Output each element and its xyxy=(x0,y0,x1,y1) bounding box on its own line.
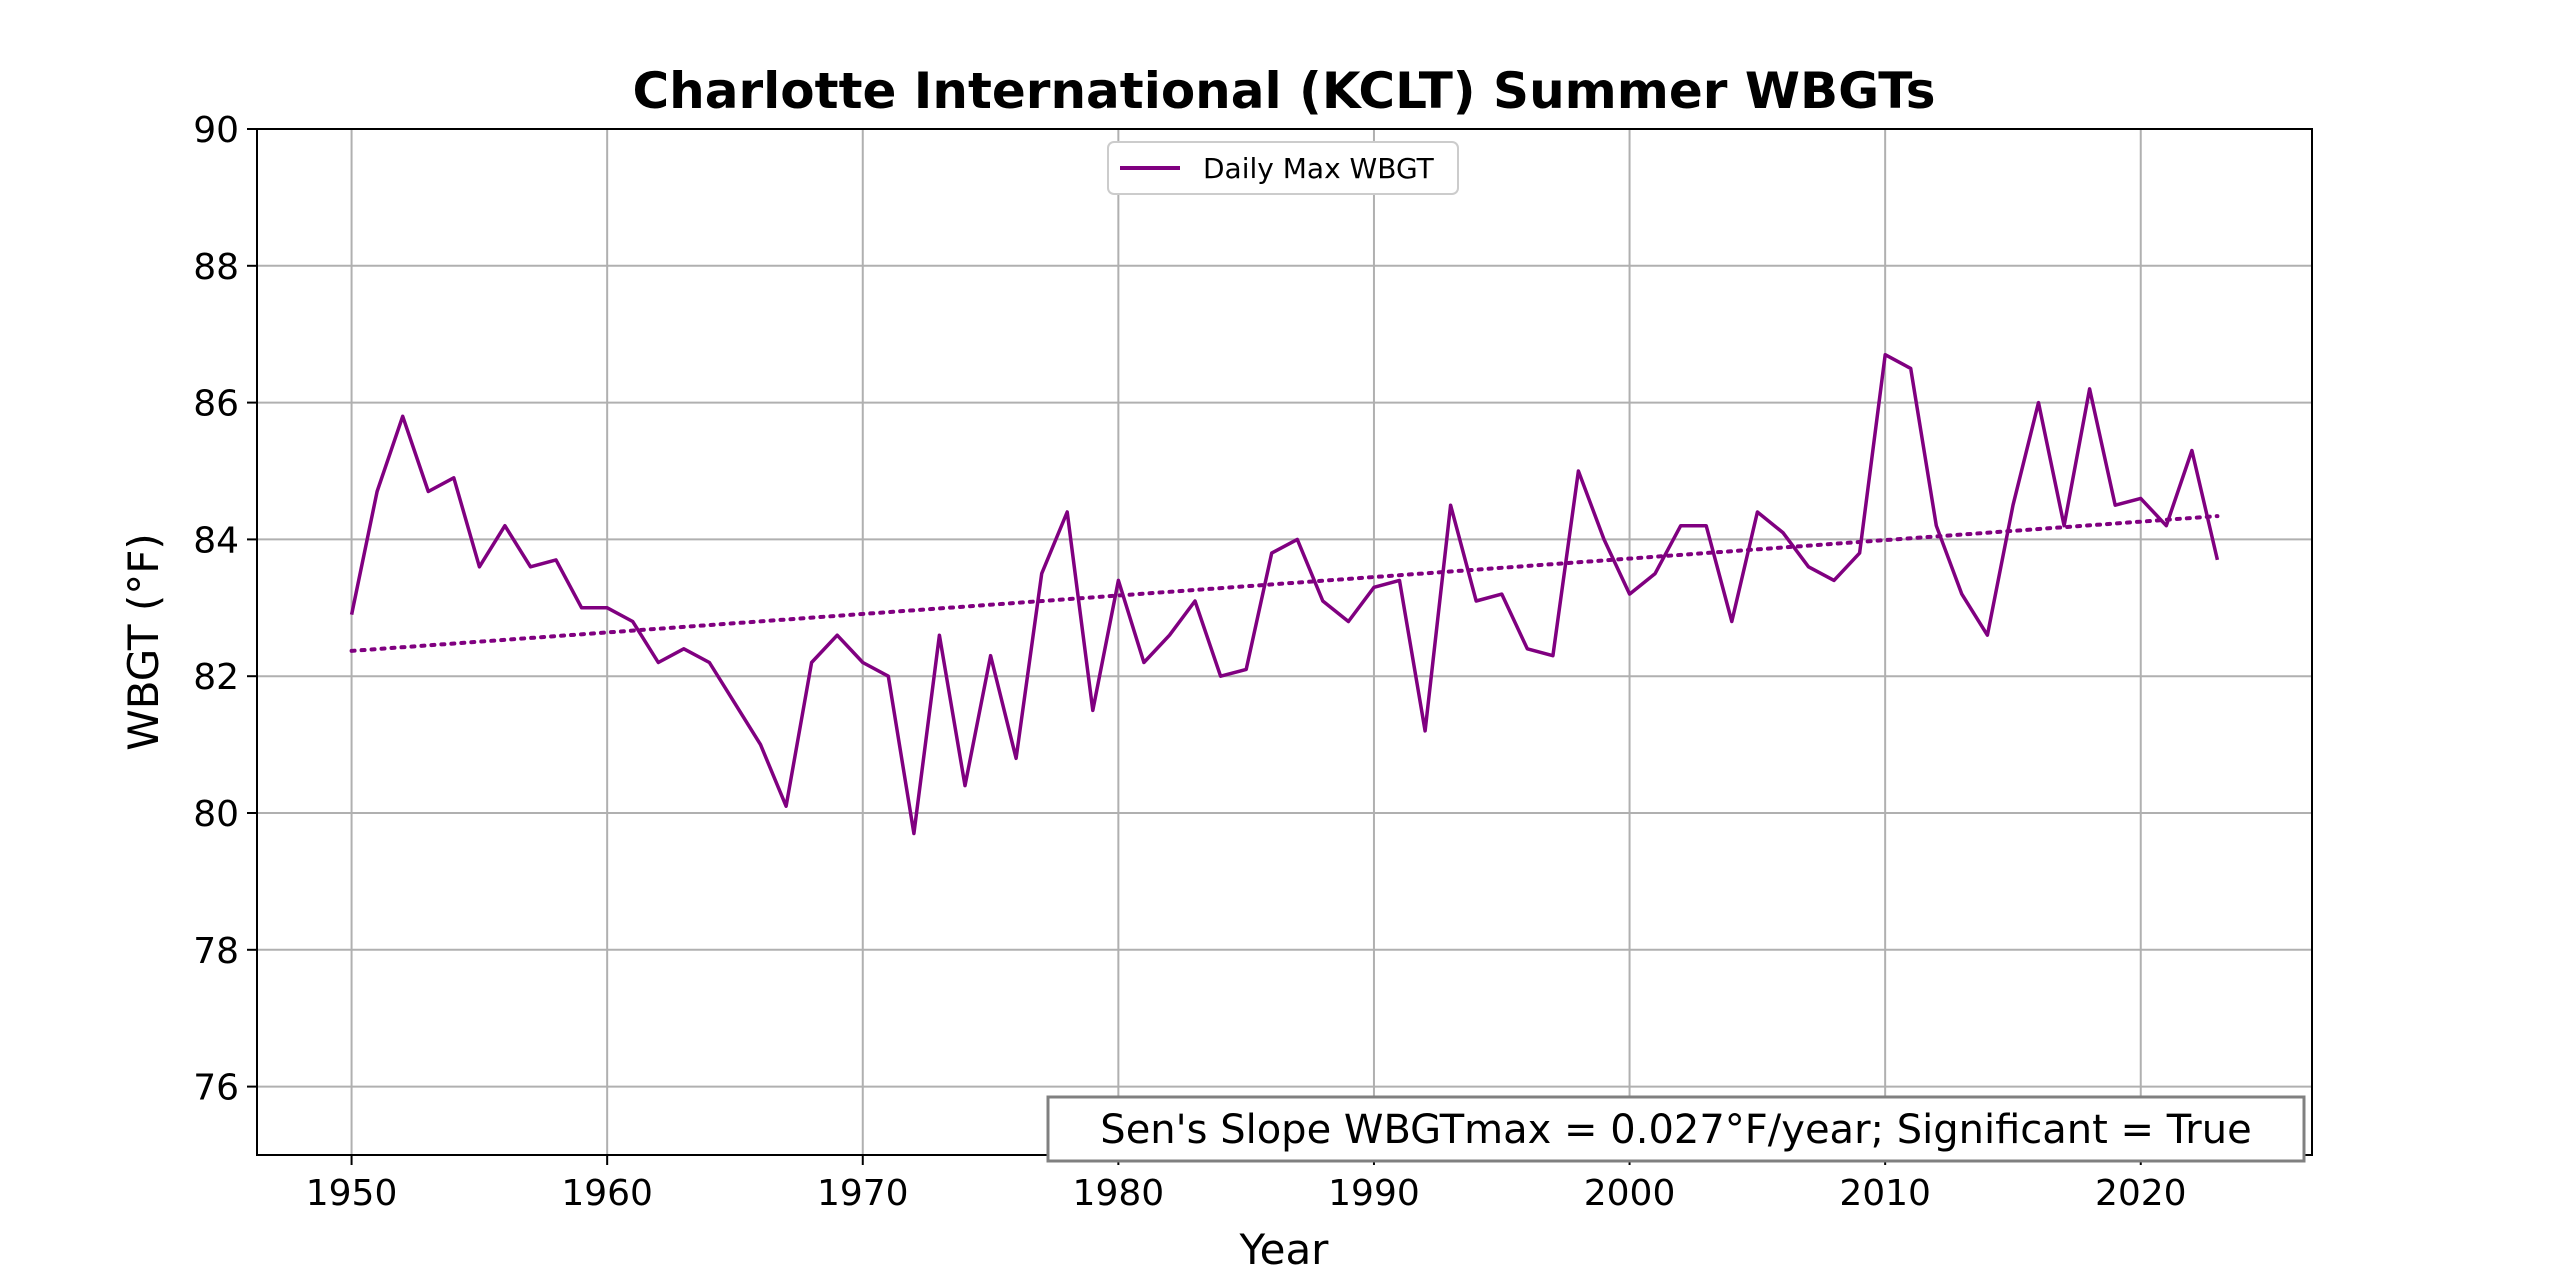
plot-frame xyxy=(256,128,2313,1156)
y-tick-label: 82 xyxy=(193,657,239,698)
y-axis-ticks: 76 78 80 82 84 86 88 90 xyxy=(193,110,257,1109)
x-axis-label: Year xyxy=(1239,1225,1330,1274)
annotation-box xyxy=(1046,1095,2306,1163)
sens-slope-annotation: Sen's Slope WBGTmax = 0.027°F/year; Sign… xyxy=(1046,1095,2306,1163)
legend-box xyxy=(1107,141,1459,195)
y-tick-label: 86 xyxy=(193,384,239,425)
x-tick-label: 1960 xyxy=(561,1173,653,1214)
y-tick-label: 80 xyxy=(193,794,239,835)
x-tick-label: 1980 xyxy=(1073,1173,1165,1214)
x-tick-label: 2010 xyxy=(1839,1173,1931,1214)
legend: Daily Max WBGT xyxy=(1107,141,1459,195)
y-tick-label: 76 xyxy=(193,1068,239,1109)
x-tick-label: 1950 xyxy=(306,1173,398,1214)
x-tick-label: 2000 xyxy=(1584,1173,1676,1214)
trend-line xyxy=(349,514,2220,653)
x-tick-label: 1990 xyxy=(1328,1173,1420,1214)
x-tick-label: 2020 xyxy=(2095,1173,2187,1214)
x-axis-ticks: 1950 1960 1970 1980 1990 2000 2010 2020 xyxy=(306,1155,2187,1214)
chart-title: Charlotte International (KCLT) Summer WB… xyxy=(632,62,1935,120)
daily-max-wbgt-line xyxy=(349,352,2220,836)
y-tick-label: 78 xyxy=(193,931,239,972)
series-layer xyxy=(349,352,2220,836)
annotation-text: Sen's Slope WBGTmax = 0.027°F/year; Sign… xyxy=(1100,1107,2251,1153)
legend-label: Daily Max WBGT xyxy=(1203,152,1435,185)
y-axis-label: WBGT (°F) xyxy=(119,533,168,751)
grid-lines xyxy=(257,128,2312,1155)
y-tick-label: 88 xyxy=(193,247,239,288)
y-tick-label: 90 xyxy=(193,110,239,151)
x-tick-label: 1970 xyxy=(817,1173,909,1214)
y-tick-label: 84 xyxy=(193,520,239,561)
